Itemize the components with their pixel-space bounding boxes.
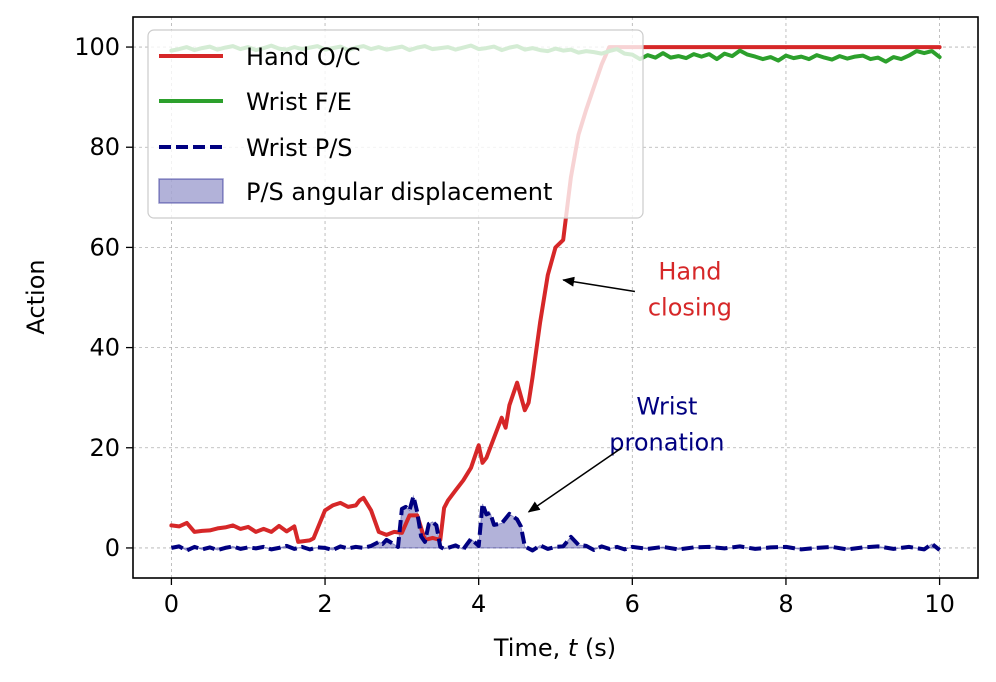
legend-swatch (158, 178, 224, 204)
legend-box (147, 29, 644, 219)
y-tick-label: 40 (89, 334, 120, 362)
plot-frame (132, 16, 979, 579)
annotation-arrow (562, 276, 636, 293)
x-tick-label: 8 (778, 590, 793, 618)
legend: Hand O/C Wrist F/E Wrist P/S P/S angular di… (147, 29, 644, 219)
annotation-text: pronation (609, 429, 724, 457)
y-tick-label: 100 (74, 33, 120, 61)
y-tick-label: 60 (89, 233, 120, 261)
x-tick-label: 6 (625, 590, 640, 618)
series-line-wrist-p-s (171, 494, 941, 553)
y-tick-label: 20 (89, 434, 120, 462)
annotations: Hand closing Wrist pronation (527, 258, 732, 513)
legend-label: Wrist F/E (246, 88, 352, 116)
y-tick-label: 80 (89, 133, 120, 161)
y-axis-label: Action (22, 259, 50, 334)
legend-label: Hand O/C (246, 43, 361, 71)
annotation-text: Hand (658, 258, 721, 286)
legend-label: Wrist P/S (246, 134, 353, 162)
legend-label: P/S angular displacement (246, 178, 552, 206)
x-tick-label: 2 (317, 590, 332, 618)
annotation-text: Wrist (636, 393, 697, 421)
annotation-arrow (527, 447, 623, 513)
x-axis-label: Time, t (s) (493, 634, 616, 662)
annotation-text: closing (648, 294, 732, 322)
series-line-hand-o-c (169, 45, 942, 544)
x-tick-label: 10 (924, 590, 955, 618)
y-tick-label: 0 (105, 534, 120, 562)
x-tick-label: 0 (164, 590, 179, 618)
x-tick-label: 4 (471, 590, 486, 618)
